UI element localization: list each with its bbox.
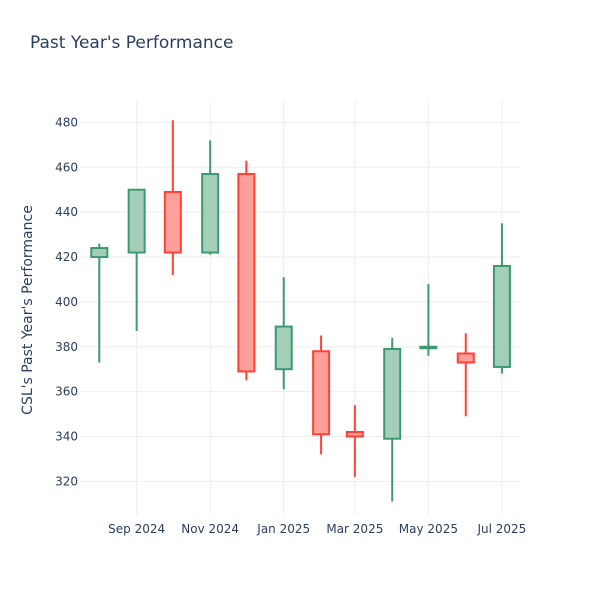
y-tick-label: 420 <box>55 250 78 264</box>
candle <box>383 337 402 502</box>
candle <box>492 223 511 374</box>
candle <box>90 243 109 363</box>
candle <box>312 335 331 455</box>
x-tick-label: Sep 2024 <box>108 522 165 536</box>
candle-body <box>345 431 364 438</box>
candle <box>127 188 146 332</box>
y-axis-title: CSL's Past Year's Performance <box>20 205 36 415</box>
candle-body <box>163 190 182 254</box>
candle-body <box>312 350 331 436</box>
candle <box>201 140 220 255</box>
y-tick-label: 400 <box>55 295 78 309</box>
candle-body <box>90 247 109 259</box>
candle <box>419 283 438 356</box>
candles-layer <box>90 120 511 502</box>
y-tick-label: 380 <box>55 340 78 354</box>
candle-body <box>419 345 438 350</box>
x-tick-label: Mar 2025 <box>326 522 383 536</box>
y-tick-label: 360 <box>55 385 78 399</box>
y-tick-label: 340 <box>55 429 78 443</box>
y-tick-label: 460 <box>55 160 78 174</box>
candle <box>456 333 475 417</box>
candle-body <box>456 352 475 364</box>
x-tick-label: Nov 2024 <box>181 522 239 536</box>
candle-body <box>237 173 256 373</box>
candle <box>163 120 182 275</box>
x-tick-label: Jul 2025 <box>476 522 526 536</box>
grid-layer <box>80 100 520 515</box>
y-tick-label: 440 <box>55 205 78 219</box>
candle-body <box>201 173 220 254</box>
candle-body <box>274 325 293 371</box>
candle <box>345 405 364 477</box>
y-tick-label: 320 <box>55 474 78 488</box>
candle-body <box>383 348 402 440</box>
x-tick-label: May 2025 <box>399 522 458 536</box>
ticks-layer: 320 340 360 380 400 420 440 460 480 Sep 2024 Nov 2… <box>55 115 526 536</box>
candle <box>237 160 256 381</box>
candle-body <box>127 188 146 254</box>
y-tick-label: 480 <box>55 115 78 129</box>
x-tick-label: Jan 2025 <box>256 522 310 536</box>
candle <box>274 277 293 390</box>
candle-body <box>492 265 511 368</box>
chart-title: Past Year's Performance <box>30 33 234 53</box>
